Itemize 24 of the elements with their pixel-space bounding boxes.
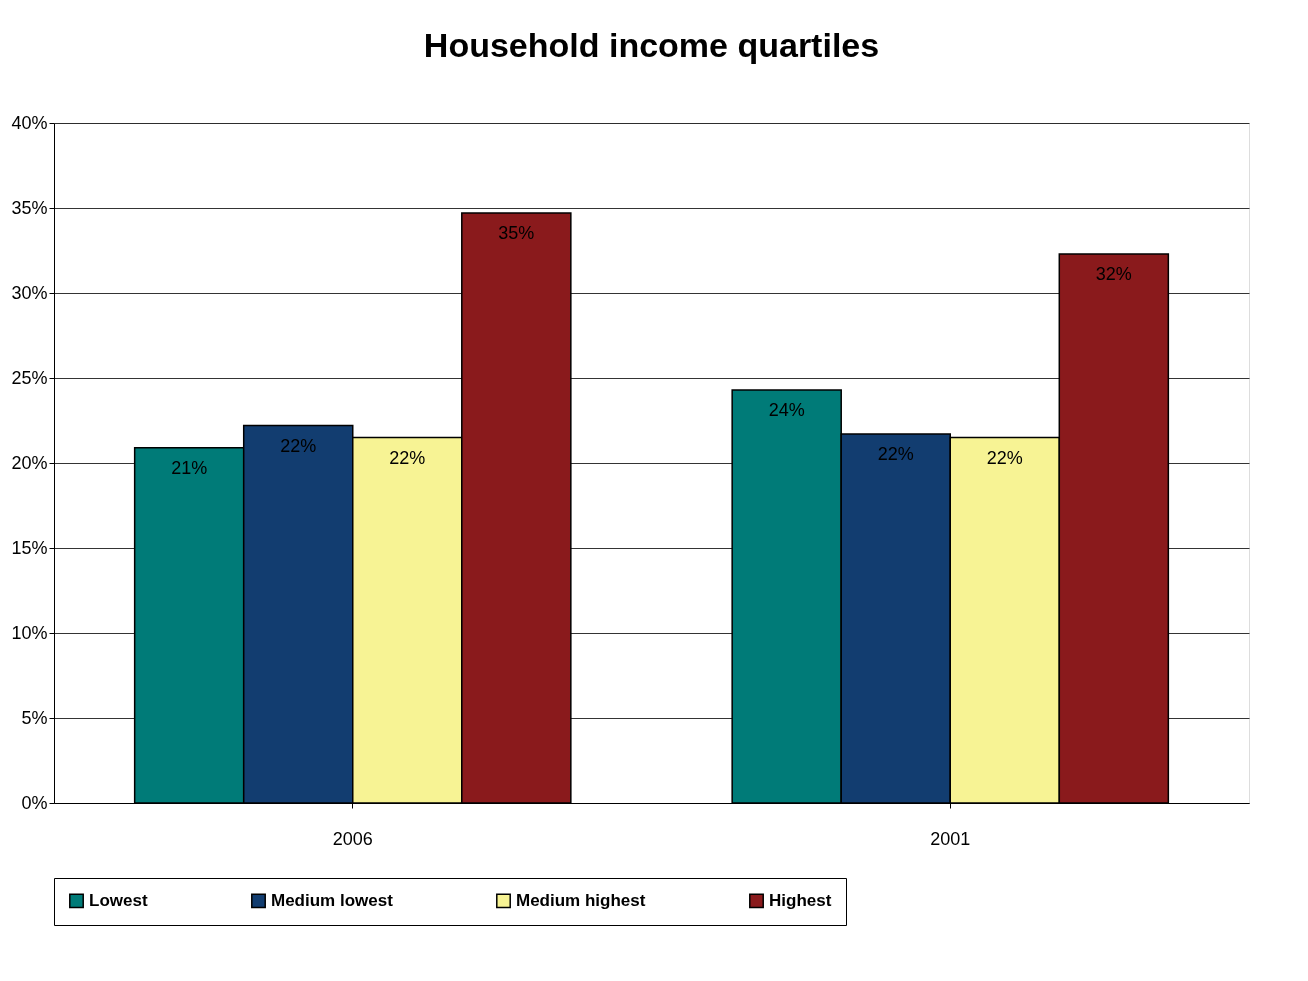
legend-label: Lowest <box>89 890 148 910</box>
legend-label: Medium lowest <box>271 890 394 910</box>
y-tick-label: 35% <box>11 197 48 218</box>
data-label: 22% <box>986 447 1023 468</box>
data-label: 22% <box>877 444 914 465</box>
y-tick-label: 30% <box>11 282 48 303</box>
y-tick-label: 5% <box>21 707 48 728</box>
data-label: 35% <box>498 223 535 244</box>
x-tick-label: 2006 <box>332 828 373 849</box>
data-label: 32% <box>1095 263 1132 284</box>
data-label: 24% <box>768 399 805 420</box>
data-label: 22% <box>280 435 317 456</box>
x-tick-label: 2001 <box>930 828 971 849</box>
y-tick-label: 0% <box>21 792 48 813</box>
y-tick-label: 15% <box>11 537 48 558</box>
y-tick-label: 25% <box>11 367 48 388</box>
y-tick-label: 20% <box>11 452 48 473</box>
chart-title: Household income quartiles <box>423 26 880 64</box>
y-tick-label: 10% <box>11 622 48 643</box>
legend-label: Highest <box>769 890 832 910</box>
y-tick-label: 40% <box>11 112 48 133</box>
data-label: 22% <box>389 447 426 468</box>
legend-label: Medium highest <box>516 890 646 910</box>
data-label: 21% <box>171 457 208 478</box>
